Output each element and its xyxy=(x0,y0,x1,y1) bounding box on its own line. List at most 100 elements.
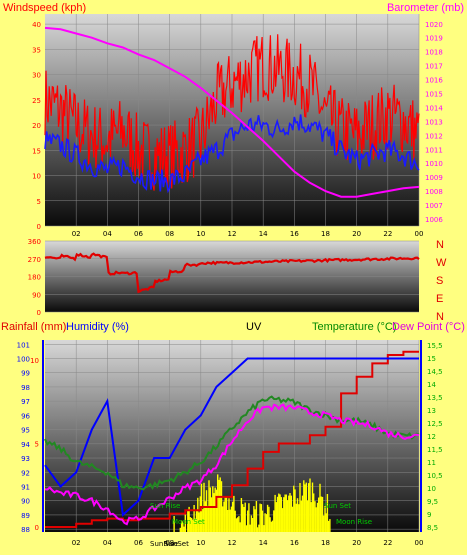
uv-bar xyxy=(247,510,249,532)
climate-x-tick: 06 xyxy=(134,539,143,547)
wind-x-tick: 20 xyxy=(352,230,361,238)
uv-bar xyxy=(187,510,189,532)
uv-bar xyxy=(269,517,271,532)
humidity-y-tick: 91 xyxy=(21,483,30,491)
uv-bar xyxy=(219,477,221,532)
baro-y-tick: 1016 xyxy=(425,77,443,85)
temp-y-tick: 11,5 xyxy=(427,446,443,454)
direction-y-tick: 360 xyxy=(28,238,41,246)
uv-bar xyxy=(179,527,181,532)
uv-bar xyxy=(256,527,259,532)
uv-bar xyxy=(313,493,315,532)
baro-y-tick: 1011 xyxy=(425,146,443,154)
uv-bar xyxy=(212,486,214,532)
climate-x-tick: 20 xyxy=(352,539,361,547)
uv-bar xyxy=(321,496,324,532)
uv-bar xyxy=(207,505,209,532)
compass-label: N xyxy=(436,311,444,323)
uv-bar xyxy=(268,506,270,532)
uv-bar xyxy=(205,490,208,532)
sunrise-bottom-label: SunRise xyxy=(150,540,178,548)
baro-y-tick: 1012 xyxy=(425,132,443,140)
compass-label: E xyxy=(436,293,443,305)
uv-bar xyxy=(209,487,211,532)
uv-bar xyxy=(250,515,253,532)
uv-bar xyxy=(253,506,255,532)
direction-series xyxy=(44,252,420,294)
uv-bar xyxy=(184,513,186,532)
sunrise-marker: Sun Rise xyxy=(150,502,180,510)
uv-bar xyxy=(232,501,234,532)
uv-bar xyxy=(254,509,256,532)
humidity-y-tick: 90 xyxy=(21,498,30,506)
uv-bar xyxy=(259,503,261,532)
wind-x-tick: 16 xyxy=(290,230,299,238)
baro-y-tick: 1010 xyxy=(425,160,443,168)
baro-y-tick: 1020 xyxy=(425,21,443,29)
uv-bar xyxy=(227,510,229,532)
uv-bar xyxy=(316,502,319,532)
uv-bar xyxy=(326,494,329,532)
temp-y-tick: 13 xyxy=(427,407,436,415)
humidity-y-tick: 92 xyxy=(21,469,30,477)
uv-bar xyxy=(276,496,279,532)
uv-bar xyxy=(234,510,236,532)
temp-y-tick: 15 xyxy=(427,355,436,363)
wind-x-tick: 12 xyxy=(228,230,237,238)
wind-x-tick: 18 xyxy=(321,230,330,238)
baro-y-tick: 1008 xyxy=(425,188,443,196)
uv-bar xyxy=(188,506,190,532)
uv-bar xyxy=(300,500,302,532)
uv-bar xyxy=(308,483,310,532)
uv-bar xyxy=(224,496,226,532)
temp-y-tick: 9 xyxy=(427,511,431,519)
wind-series xyxy=(44,26,420,198)
compass-label: S xyxy=(436,275,443,287)
uv-bar xyxy=(239,522,241,532)
uv-bar xyxy=(258,524,260,532)
uv-axis-title: UV xyxy=(246,321,262,333)
wind-x-tick: 10 xyxy=(196,230,205,238)
wind-y-tick: 5 xyxy=(37,198,41,206)
wind-x-tick: 02 xyxy=(72,230,81,238)
uv-bar xyxy=(279,494,281,532)
uv-bar xyxy=(204,501,206,532)
temp-y-tick: 10 xyxy=(427,485,436,493)
baro-y-tick: 1018 xyxy=(425,49,443,57)
uv-bar xyxy=(283,497,285,532)
uv-bar xyxy=(245,525,248,532)
uv-bar xyxy=(210,497,213,532)
wind-y-tick: 35 xyxy=(32,46,41,54)
uv-bar xyxy=(290,495,292,532)
humidity-line xyxy=(44,357,419,517)
direction-axis-labels: 360 270 180 90 0 xyxy=(28,238,41,317)
uv-bar xyxy=(215,489,218,532)
uv-bar xyxy=(235,518,238,532)
uv-bar xyxy=(288,495,290,532)
humidity-y-tick: 97 xyxy=(21,398,30,406)
baro-y-tick: 1013 xyxy=(425,118,443,126)
temp-y-tick: 15,5 xyxy=(427,342,443,350)
compass-label: W xyxy=(436,257,447,269)
wind-x-tick: 04 xyxy=(103,230,112,238)
uv-bar xyxy=(304,484,306,532)
uv-bar xyxy=(281,508,284,532)
humidity-y-tick: 96 xyxy=(21,412,30,420)
baro-y-tick: 1015 xyxy=(425,91,443,99)
uv-bar xyxy=(243,507,245,532)
uv-bar xyxy=(238,516,240,532)
uv-bar xyxy=(237,517,239,532)
uv-bar xyxy=(202,509,204,532)
humidity-y-tick: 88 xyxy=(21,526,30,534)
uv-bar xyxy=(314,501,316,532)
uv-bar xyxy=(199,496,201,532)
uv-bar xyxy=(296,498,299,532)
uv-bar xyxy=(198,512,200,532)
temp-y-tick: 11 xyxy=(427,459,436,467)
wind-y-tick: 15 xyxy=(32,147,41,155)
uv-bar xyxy=(240,498,243,532)
uv-bar xyxy=(248,503,250,532)
climate-series xyxy=(44,350,420,532)
